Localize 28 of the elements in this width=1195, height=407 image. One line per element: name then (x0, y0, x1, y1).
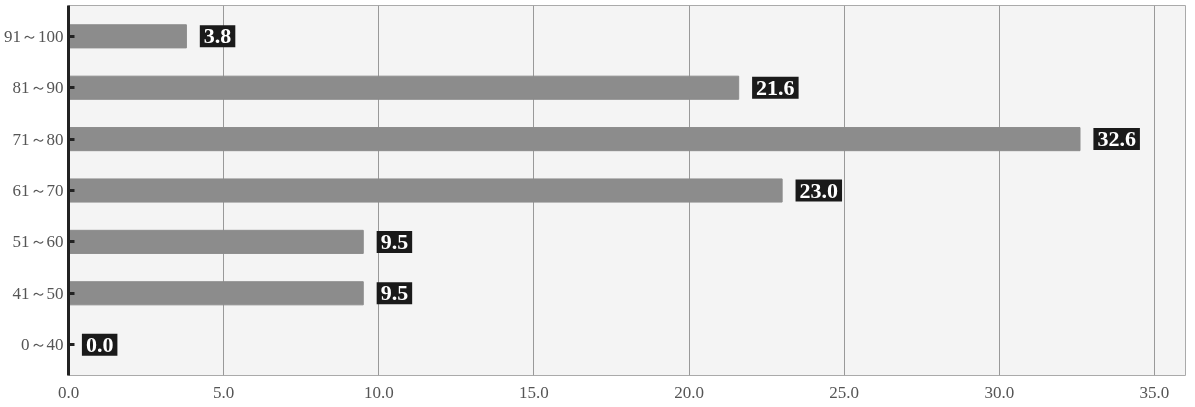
data-label: 3.8 (203, 23, 232, 49)
bar (68, 75, 740, 100)
y-tick-label: 71～80 (12, 129, 64, 149)
bar (68, 24, 187, 49)
x-tick-label: 15.0 (519, 382, 549, 402)
x-tick-label: 0.0 (57, 382, 80, 402)
x-tick-label: 25.0 (829, 382, 860, 402)
y-tick-label: 41～50 (12, 283, 64, 303)
bar (68, 229, 364, 254)
bar (68, 178, 783, 203)
bar (68, 127, 1081, 152)
x-tick-label: 35.0 (1139, 382, 1170, 402)
data-label: 0.0 (85, 331, 114, 357)
data-label: 32.6 (1097, 126, 1136, 152)
x-tick-label: 30.0 (984, 382, 1015, 402)
y-tick-label: 51～60 (12, 232, 64, 252)
y-tick-label: 61～70 (12, 181, 64, 200)
data-label: 21.6 (756, 74, 795, 100)
data-label: 23.0 (799, 177, 839, 203)
y-tick-label: 0～40 (21, 335, 64, 355)
x-tick-label: 5.0 (213, 382, 235, 402)
x-tick-label: 20.0 (674, 382, 704, 402)
y-tick-label: 81～90 (12, 78, 64, 98)
data-label: 9.5 (380, 228, 409, 254)
data-label: 9.5 (380, 280, 409, 306)
bar (68, 281, 364, 306)
y-tick-label: 91～100 (4, 26, 64, 46)
x-tick-label: 10.0 (363, 382, 394, 402)
